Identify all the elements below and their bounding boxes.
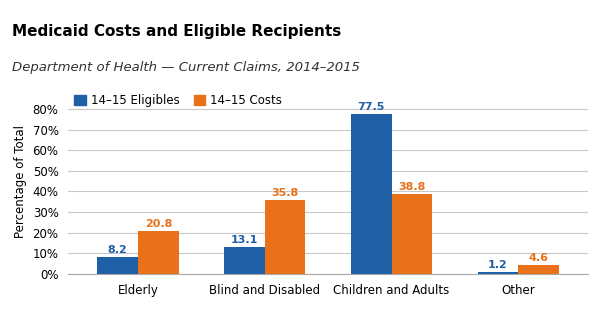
Bar (97, 257, 138, 274)
Text: 13.1: 13.1 (231, 235, 258, 245)
Bar (478, 272, 519, 274)
Text: 38.8: 38.8 (398, 182, 425, 192)
Legend: 14–15 Eligibles, 14–15 Costs: 14–15 Eligibles, 14–15 Costs (74, 94, 282, 107)
Bar (391, 194, 432, 274)
Text: Medicaid Costs and Eligible Recipients: Medicaid Costs and Eligible Recipients (12, 24, 341, 39)
Bar (138, 231, 179, 274)
Text: Department of Health — Current Claims, 2014–2015: Department of Health — Current Claims, 2… (12, 61, 360, 74)
Text: 35.8: 35.8 (271, 188, 299, 198)
Text: 1.2: 1.2 (488, 260, 508, 270)
Y-axis label: Percentage of Total: Percentage of Total (14, 125, 27, 238)
Text: 4.6: 4.6 (529, 253, 549, 263)
Bar (265, 200, 305, 274)
Text: 20.8: 20.8 (144, 220, 172, 229)
Bar (519, 265, 559, 274)
Bar (225, 247, 265, 274)
Text: 8.2: 8.2 (108, 245, 128, 255)
Text: 77.5: 77.5 (358, 102, 385, 112)
Bar (351, 114, 391, 274)
